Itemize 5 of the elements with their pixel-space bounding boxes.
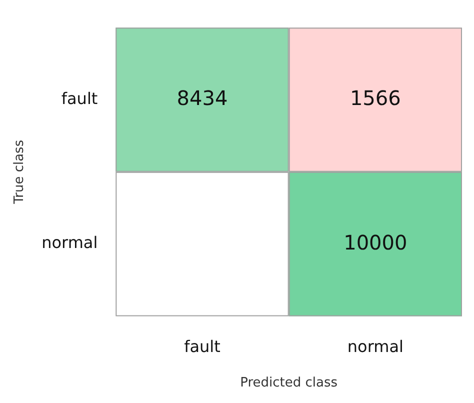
x-axis-title: Predicted class bbox=[240, 376, 338, 391]
y-axis-title: True class bbox=[12, 140, 28, 205]
data-label: 1566 bbox=[350, 86, 401, 110]
data-label: 10000 bbox=[344, 230, 408, 254]
data-label: 8434 bbox=[176, 86, 228, 110]
